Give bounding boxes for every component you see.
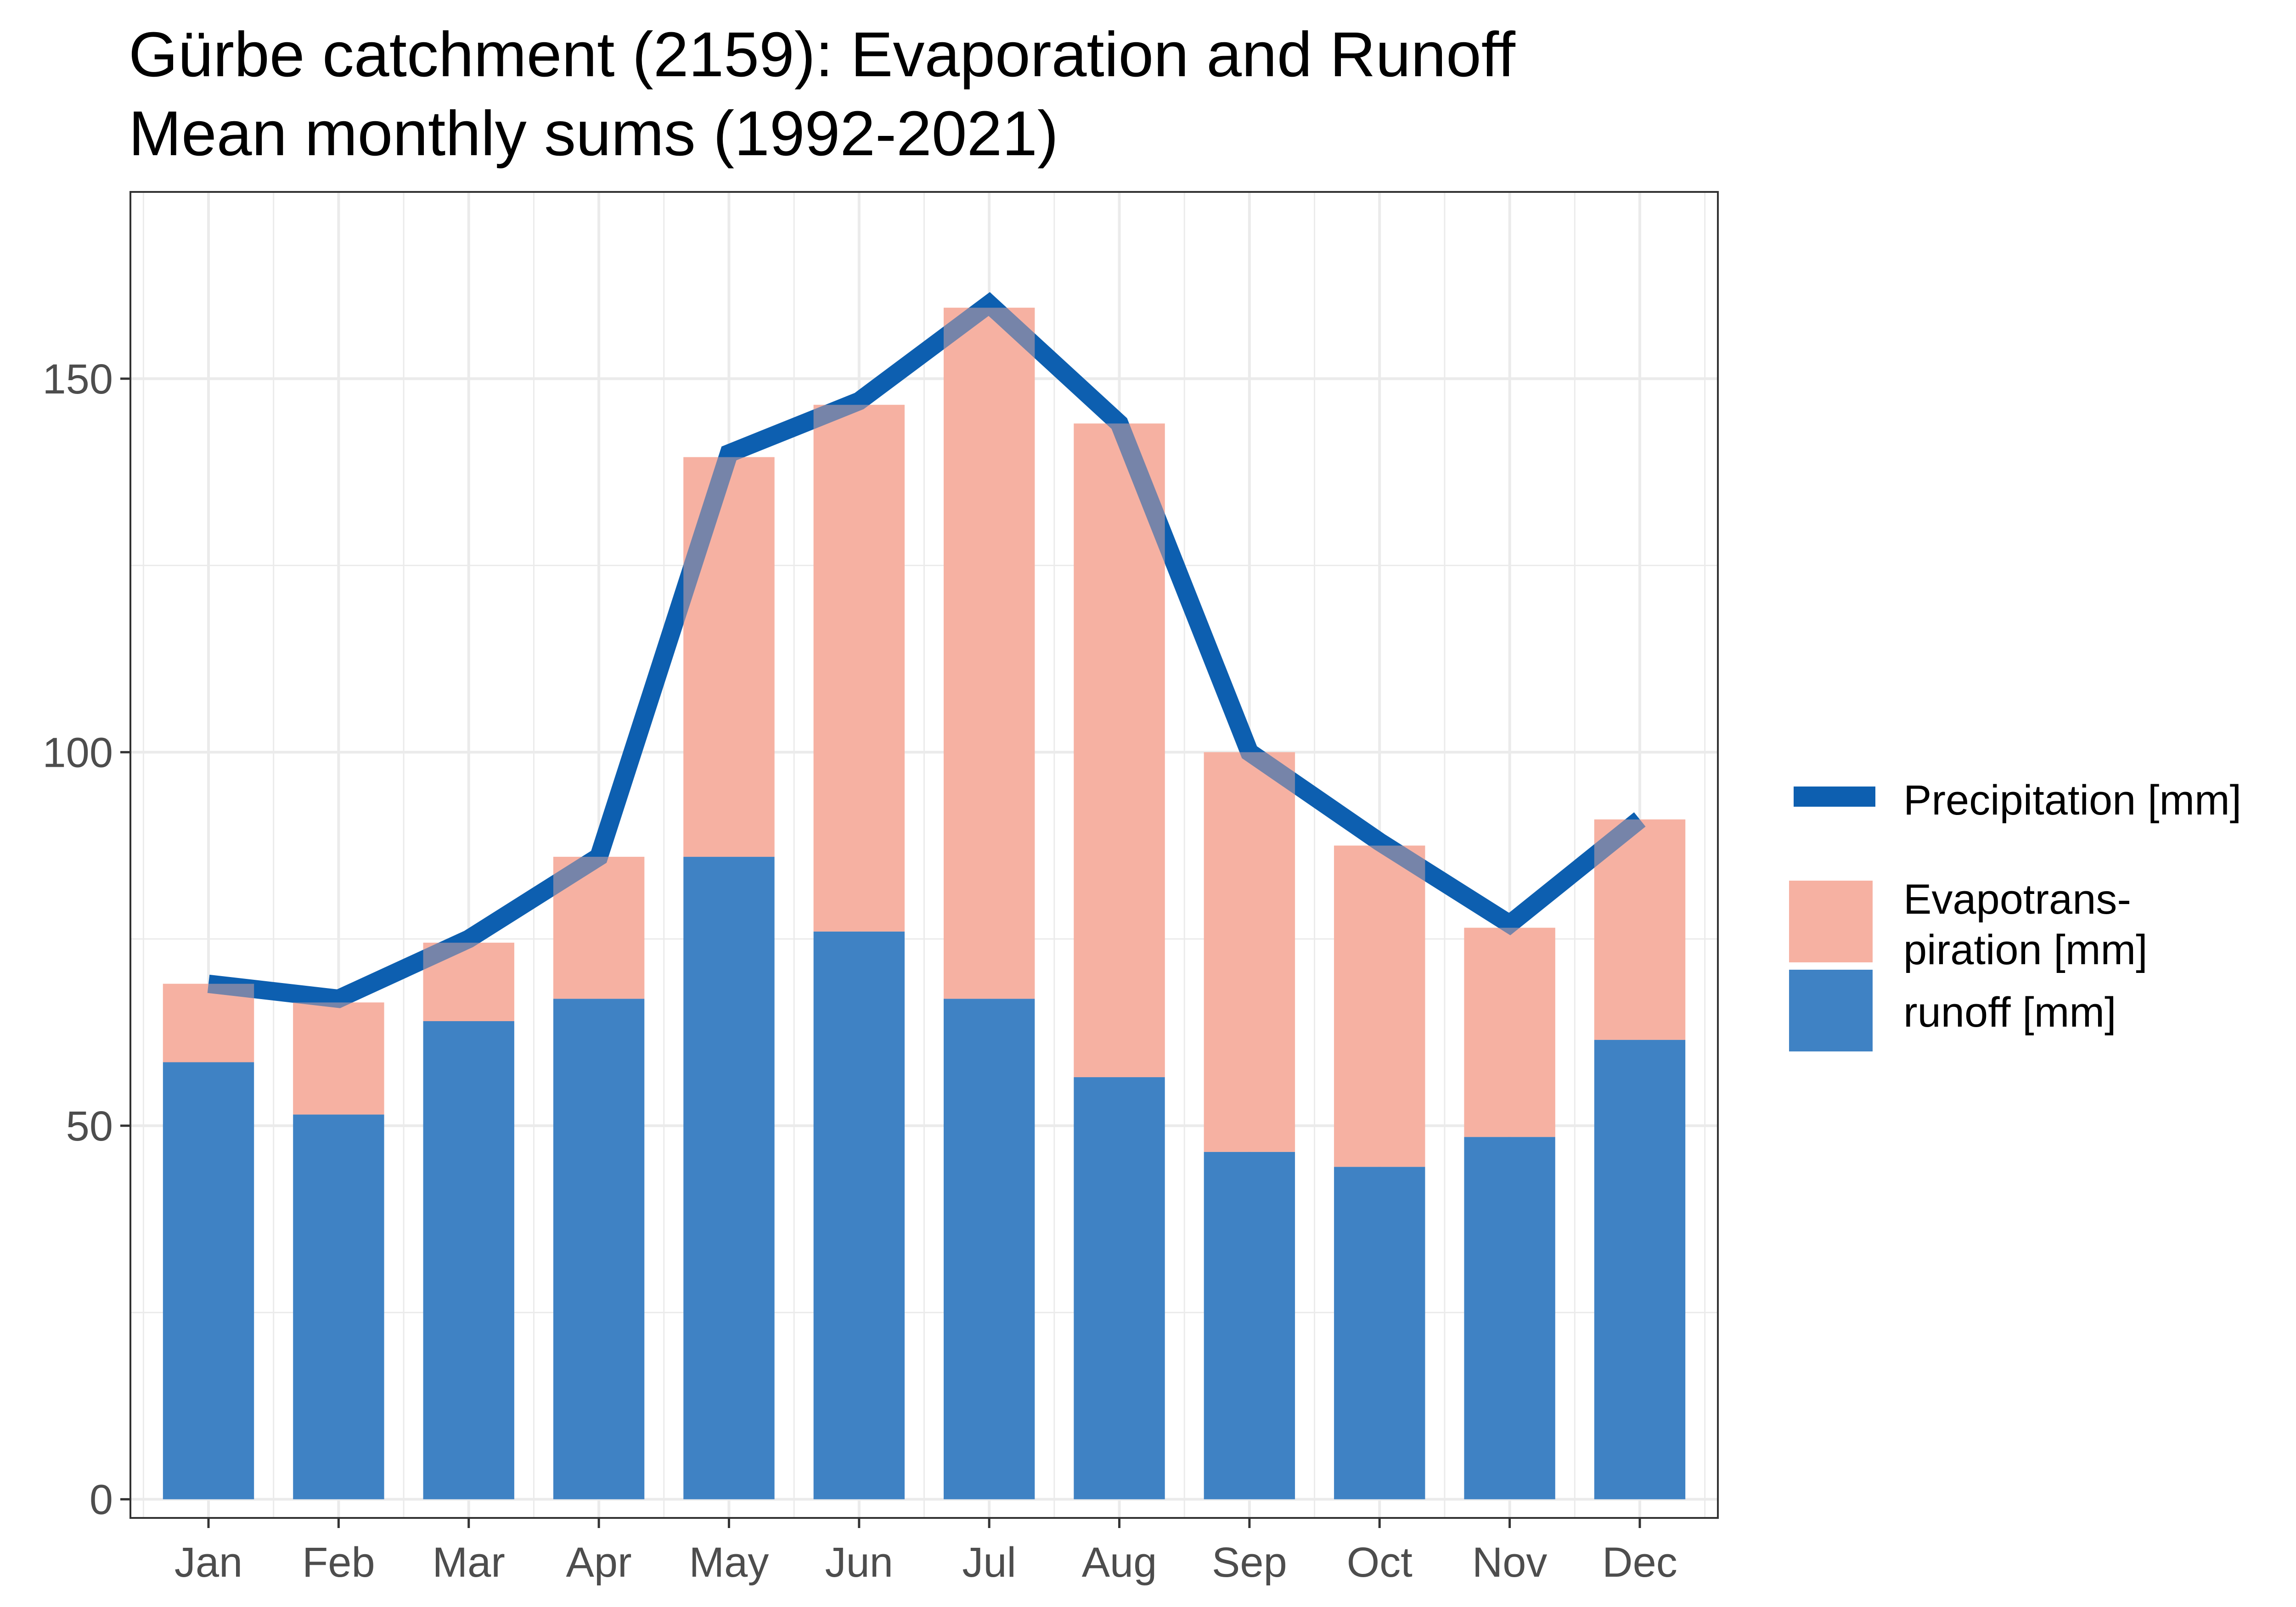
bar-evapotranspiration-jan	[163, 983, 254, 1062]
y-tick-label: 50	[66, 1103, 113, 1150]
bar-evapotranspiration-sep	[1204, 752, 1295, 1152]
precipitation-line	[163, 292, 1686, 1167]
legend: Precipitation [mm] Evapotrans-piration [m…	[1789, 777, 2241, 1051]
bar-evapotranspiration-jun	[813, 405, 905, 932]
bar-evapotranspiration-overlay-may	[683, 457, 775, 857]
bar-evapotranspiration-overlay-sep	[1204, 752, 1295, 1152]
evapotranspiration-bars	[163, 308, 1686, 1167]
x-tick-label: Jun	[825, 1539, 893, 1586]
chart-subtitle: Mean monthly sums (1992-2021)	[129, 98, 1058, 169]
y-tick-label: 0	[90, 1476, 113, 1523]
bar-evapotranspiration-overlay-aug	[1074, 423, 1165, 1078]
bar-evapotranspiration-overlay-apr	[553, 857, 645, 999]
legend-key-evapotranspiration	[1789, 881, 1873, 962]
bar-evapotranspiration-oct	[1334, 845, 1425, 1167]
bar-runoff-dec	[1594, 1039, 1686, 1500]
legend-label-evapotranspiration: Evapotrans-piration [mm]	[1903, 876, 2148, 973]
bar-evapotranspiration-overlay-jul	[944, 308, 1035, 999]
bar-evapotranspiration-overlay-jan	[163, 983, 254, 1062]
x-tick-label: Dec	[1602, 1539, 1677, 1586]
bar-evapotranspiration-overlay-nov	[1464, 927, 1555, 1137]
bar-runoff-may	[683, 857, 775, 1500]
y-tick-label: 150	[43, 356, 113, 403]
bar-runoff-jul	[944, 999, 1035, 1500]
y-axis: 0 50 100 150	[43, 356, 130, 1523]
bar-runoff-sep	[1204, 1152, 1295, 1500]
x-tick-label: Jul	[962, 1539, 1016, 1586]
x-tick-label: Apr	[566, 1539, 632, 1586]
x-tick-label: Oct	[1347, 1539, 1412, 1586]
bar-evapotranspiration-jul	[944, 308, 1035, 999]
x-tick-label: Jan	[174, 1539, 242, 1586]
bar-runoff-jun	[813, 931, 905, 1500]
bar-evapotranspiration-overlay-feb	[293, 1002, 384, 1115]
x-tick-label: Aug	[1082, 1539, 1157, 1586]
bar-evapotranspiration-aug	[1074, 423, 1165, 1078]
grid-minor	[130, 192, 1718, 1518]
x-tick-label: Sep	[1212, 1539, 1287, 1586]
bar-runoff-jan	[163, 1062, 254, 1500]
bar-runoff-mar	[423, 1021, 514, 1500]
bar-runoff-apr	[553, 999, 645, 1500]
x-tick-label: Mar	[433, 1539, 505, 1586]
bar-evapotranspiration-overlay-oct	[1334, 845, 1425, 1167]
legend-key-runoff	[1789, 970, 1873, 1051]
bar-evapotranspiration-overlay-jun	[813, 405, 905, 932]
legend-label-runoff: runoff [mm]	[1903, 989, 2116, 1036]
bar-runoff-aug	[1074, 1077, 1165, 1500]
bar-evapotranspiration-nov	[1464, 927, 1555, 1137]
x-tick-label: Feb	[302, 1539, 375, 1586]
bar-evapotranspiration-feb	[293, 1002, 384, 1115]
bar-runoff-oct	[1334, 1167, 1425, 1500]
precipitation-series-line	[207, 292, 1646, 1008]
plot-border	[129, 191, 1719, 1519]
legend-key-precipitation	[1794, 787, 1875, 807]
bar-evapotranspiration-overlay-dec	[1594, 819, 1686, 1040]
runoff-bars	[163, 857, 1686, 1500]
bar-runoff-feb	[293, 1114, 384, 1500]
bar-evapotranspiration-overlay-mar	[423, 943, 514, 1022]
x-tick-label: May	[689, 1539, 769, 1586]
y-tick-label: 100	[43, 729, 113, 776]
chart-title: Gürbe catchment (2159): Evaporation and …	[129, 19, 1515, 90]
legend-label-precipitation: Precipitation [mm]	[1903, 777, 2241, 824]
x-tick-label: Nov	[1472, 1539, 1548, 1586]
x-axis: Jan Feb Mar Apr May Jun Jul Aug Sep Oct Nov Dec	[174, 1518, 1677, 1586]
bar-runoff-nov	[1464, 1137, 1555, 1500]
bar-evapotranspiration-dec	[1594, 819, 1686, 1040]
